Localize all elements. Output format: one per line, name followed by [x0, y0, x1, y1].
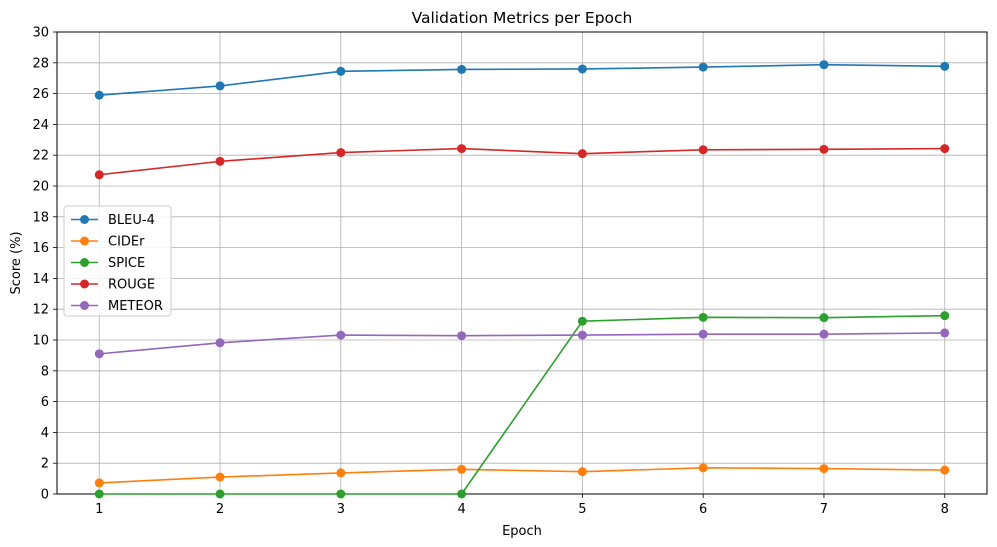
- data-point-bleu-4: [819, 60, 829, 70]
- y-tick-label: 0: [41, 488, 49, 503]
- series-line-cider: [99, 467, 945, 484]
- x-tick-label: 2: [216, 502, 224, 517]
- legend-item: CIDEr: [71, 235, 145, 250]
- x-tick-label: 3: [337, 502, 345, 517]
- x-tick-label: 8: [941, 502, 949, 517]
- data-point-cider: [698, 463, 708, 473]
- data-point-rouge: [336, 148, 346, 158]
- series-rouge: [94, 144, 950, 180]
- data-point-rouge: [940, 144, 950, 154]
- y-tick-label: 12: [32, 303, 49, 318]
- data-point-rouge: [698, 145, 708, 155]
- legend-item: BLEU-4: [71, 213, 155, 228]
- data-point-rouge: [215, 156, 225, 166]
- y-tick-label: 22: [32, 149, 49, 164]
- legend-box: [63, 205, 172, 317]
- series-bleu-4: [94, 60, 950, 100]
- series-line-spice: [99, 314, 945, 495]
- legend-item: SPICE: [71, 256, 145, 271]
- data-point-cider: [577, 467, 587, 477]
- series-line-meteor: [99, 332, 945, 355]
- data-point-spice: [698, 312, 708, 322]
- x-tick-label: 7: [820, 502, 828, 517]
- data-point-meteor: [94, 349, 104, 359]
- series-cider: [94, 463, 950, 488]
- legend-item: ROUGE: [71, 278, 155, 293]
- data-point-cider: [94, 478, 104, 488]
- y-tick-label: 4: [41, 426, 49, 441]
- data-point-cider: [819, 464, 829, 474]
- series-layer: [94, 60, 950, 499]
- y-tick-label: 28: [32, 56, 49, 71]
- data-point-spice: [940, 311, 950, 321]
- x-tick-label: 6: [699, 502, 707, 517]
- x-axis-title: Epoch: [502, 524, 542, 539]
- legend-label: ROUGE: [108, 278, 155, 293]
- data-point-meteor: [577, 330, 587, 340]
- y-tick-label: 26: [32, 87, 49, 102]
- data-point-cider: [457, 464, 467, 474]
- y-tick-label: 2: [41, 457, 49, 472]
- data-point-spice: [215, 489, 225, 499]
- chart-title: Validation Metrics per Epoch: [412, 9, 633, 27]
- legend-label: CIDEr: [108, 235, 145, 250]
- series-line-bleu-4: [99, 63, 945, 96]
- x-tick-label: 1: [95, 502, 103, 517]
- legend-item: METEOR: [71, 299, 163, 314]
- series-line-rouge: [99, 147, 945, 176]
- y-tick-label: 14: [32, 272, 49, 287]
- data-point-rouge: [94, 170, 104, 180]
- y-tick-label: 16: [32, 241, 49, 256]
- data-point-cider: [336, 468, 346, 478]
- legend-marker: [80, 279, 89, 289]
- plot-frame: [56, 31, 988, 495]
- data-point-meteor: [336, 330, 346, 340]
- data-point-bleu-4: [457, 64, 467, 74]
- y-tick-label: 30: [32, 26, 49, 41]
- data-point-meteor: [457, 331, 467, 341]
- data-point-bleu-4: [215, 81, 225, 91]
- y-axis-title: Score (%): [9, 231, 24, 294]
- data-point-cider: [940, 465, 950, 475]
- y-tick-label: 6: [41, 395, 49, 410]
- y-tick-label: 8: [41, 364, 49, 379]
- data-point-spice: [457, 489, 467, 499]
- y-tick-label: 20: [32, 180, 49, 195]
- x-tick-label: 4: [457, 502, 465, 517]
- legend-marker: [80, 301, 89, 310]
- data-point-bleu-4: [698, 62, 708, 72]
- legend: BLEU-4 CIDEr SPICE ROUGE METEOR: [63, 205, 172, 317]
- data-point-spice: [336, 489, 346, 499]
- legend-marker: [80, 215, 89, 224]
- y-tick-label: 10: [32, 334, 49, 349]
- legend-label: SPICE: [108, 256, 145, 271]
- data-point-rouge: [577, 149, 587, 159]
- data-point-bleu-4: [336, 66, 346, 76]
- data-point-cider: [215, 472, 225, 482]
- data-point-meteor: [215, 338, 225, 348]
- legend-marker: [80, 258, 89, 267]
- data-point-spice: [577, 316, 587, 326]
- y-tick-label: 18: [32, 210, 49, 225]
- legend-marker: [80, 236, 89, 246]
- data-point-bleu-4: [94, 90, 104, 100]
- grid: [57, 31, 987, 495]
- data-point-meteor: [819, 329, 829, 339]
- legend-label: BLEU-4: [108, 213, 155, 228]
- data-point-meteor: [940, 328, 950, 338]
- series-meteor: [94, 328, 950, 359]
- data-point-rouge: [819, 144, 829, 154]
- y-tick-label: 24: [32, 118, 49, 133]
- data-point-meteor: [698, 329, 708, 339]
- data-point-rouge: [457, 144, 467, 154]
- data-point-bleu-4: [577, 64, 587, 74]
- data-point-spice: [94, 489, 104, 499]
- data-point-spice: [819, 313, 829, 323]
- data-point-bleu-4: [940, 61, 950, 71]
- x-tick-label: 5: [578, 502, 586, 517]
- series-spice: [94, 311, 950, 499]
- legend-label: METEOR: [108, 299, 163, 314]
